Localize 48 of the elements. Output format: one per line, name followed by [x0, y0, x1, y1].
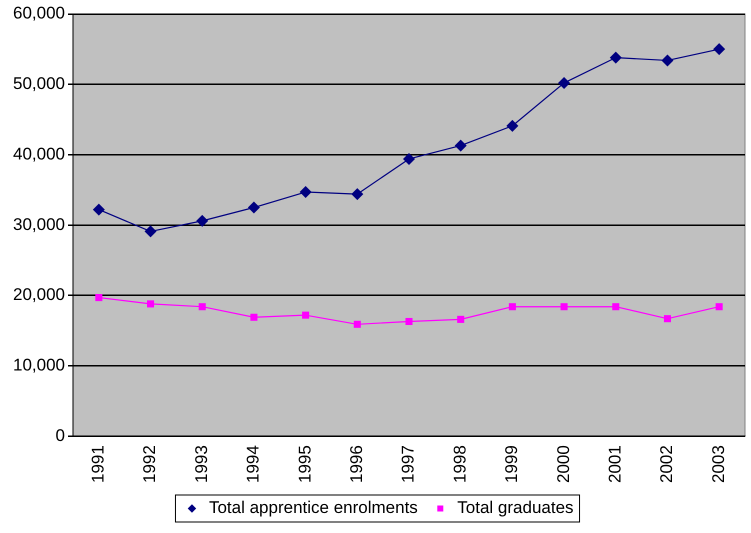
x-tick-label: 1995	[295, 445, 314, 484]
y-tick-label: 30,000	[12, 214, 65, 234]
point	[354, 320, 361, 328]
point	[198, 303, 206, 310]
y-tick-label: 60,000	[12, 4, 65, 23]
point	[250, 314, 258, 321]
y-tick-label: 10,000	[12, 356, 65, 375]
x-tick-label: 1992	[140, 445, 160, 484]
x-tick-label: 1994	[244, 445, 263, 484]
y-tick-label: 40,000	[12, 144, 65, 164]
point	[95, 294, 102, 302]
point	[558, 76, 570, 89]
legend-label: Total apprentice enrolments	[208, 498, 418, 518]
point	[351, 188, 364, 200]
point	[610, 52, 622, 64]
y-tick-label: 0	[56, 426, 65, 445]
point	[196, 214, 208, 227]
point	[508, 303, 516, 310]
x-tick-label: 1991	[88, 445, 108, 484]
y-tick-label: 20,000	[12, 285, 65, 304]
x-tick-label: 1997	[398, 445, 418, 484]
point	[147, 300, 154, 308]
point	[716, 303, 723, 310]
point	[560, 303, 568, 310]
point	[300, 186, 312, 198]
point	[302, 312, 310, 319]
x-tick-label: 2001	[605, 445, 624, 484]
legend-label: Total graduates	[457, 498, 574, 518]
point	[248, 202, 260, 214]
x-tick-label: 2003	[708, 445, 728, 484]
x-tick-label: 1993	[192, 445, 211, 484]
point	[713, 43, 726, 56]
point	[403, 152, 415, 165]
point	[144, 225, 157, 238]
x-tick-label: 2000	[554, 445, 573, 484]
point	[454, 140, 467, 152]
point	[664, 315, 671, 322]
point	[506, 120, 518, 132]
x-tick-label: 1999	[502, 445, 522, 484]
point	[92, 204, 105, 216]
y-tick-label: 50,000	[12, 74, 65, 94]
point	[612, 303, 620, 310]
point	[457, 316, 464, 323]
point	[661, 54, 674, 66]
x-tick-label: 1996	[346, 445, 366, 484]
point	[405, 318, 413, 326]
x-tick-label: 2002	[657, 445, 676, 484]
x-tick-label: 1998	[450, 445, 470, 484]
